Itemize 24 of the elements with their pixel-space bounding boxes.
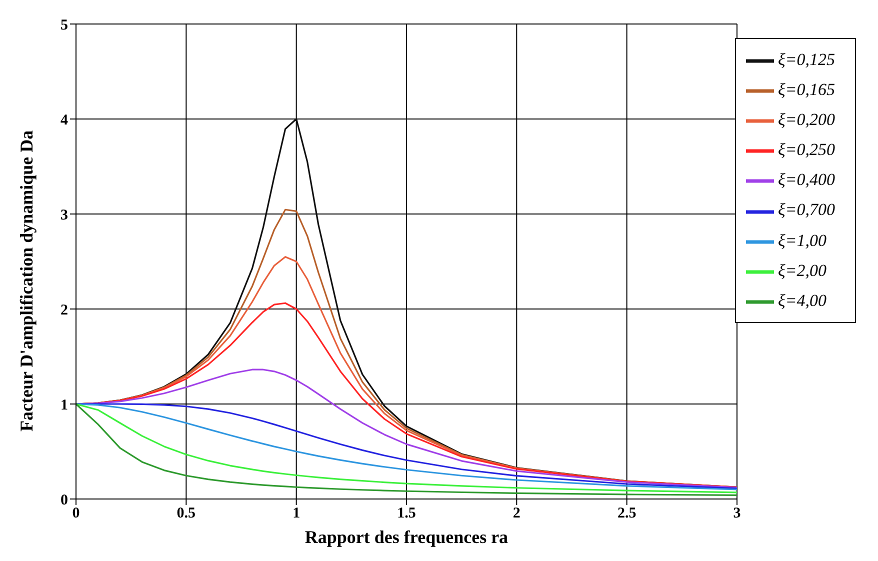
legend-label: ξ=0,400: [778, 170, 835, 190]
y-tick-label: 5: [60, 17, 68, 34]
y-tick-label: 0: [60, 492, 68, 508]
x-tick-label: 0: [72, 506, 80, 522]
x-tick-label: 2.5: [617, 506, 636, 522]
y-axis-title: Facteur D'amplification dynamique Da: [16, 130, 36, 432]
y-tick-label: 2: [60, 302, 68, 318]
y-tick-label: 4: [60, 112, 68, 128]
x-tick-label: 1: [292, 506, 300, 522]
legend-label: ξ=0,250: [778, 140, 835, 160]
legend-label: ξ=0,200: [778, 110, 835, 130]
x-tick-label: 3: [733, 506, 741, 522]
legend-label: ξ=1,00: [778, 230, 826, 250]
x-tick-label: 1.5: [397, 506, 416, 522]
y-tick-label: 3: [60, 207, 68, 224]
legend-label: ξ=2,00: [778, 260, 826, 280]
x-axis-title: Rapport des frequences ra: [304, 527, 508, 547]
x-tick-label: 2: [512, 506, 520, 522]
legend-label: ξ=0,165: [778, 80, 835, 100]
legend-label: ξ=4,00: [778, 290, 826, 310]
legend-label: ξ=0,700: [778, 200, 835, 220]
legend-label: ξ=0,125: [778, 50, 835, 69]
x-tick-label: 0.5: [176, 506, 196, 522]
y-tick-label: 1: [60, 397, 68, 414]
